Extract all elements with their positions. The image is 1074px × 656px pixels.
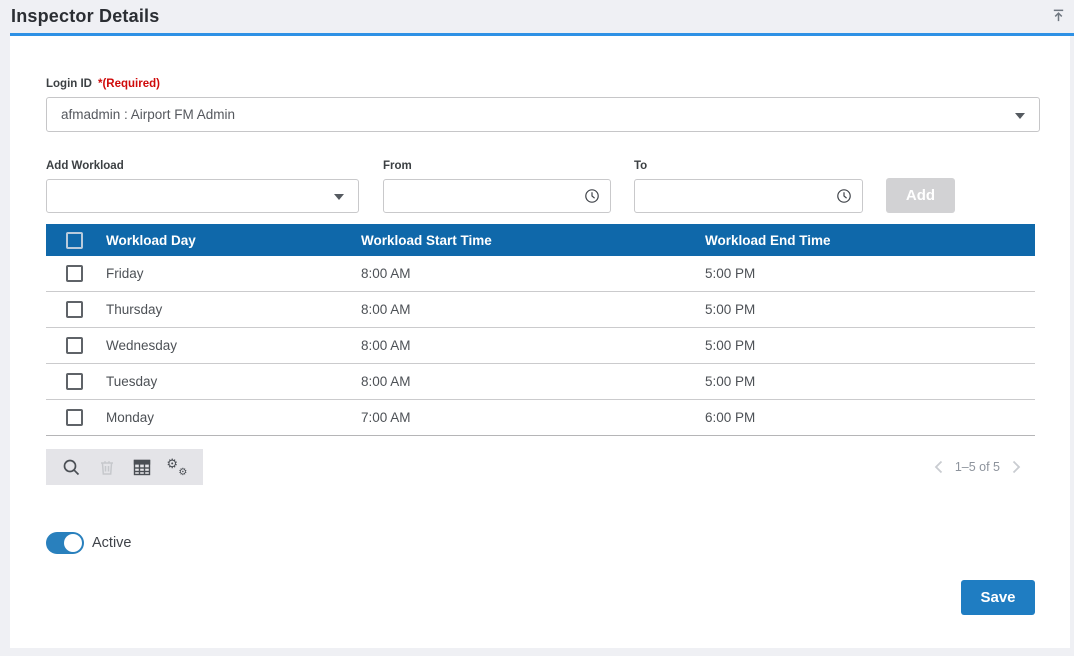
chevron-right-icon[interactable] <box>1012 460 1021 474</box>
chevron-left-icon[interactable] <box>934 460 943 474</box>
required-indicator: *(Required) <box>98 78 160 90</box>
to-time-field <box>634 179 863 213</box>
workload-end-cell: 5:00 PM <box>705 374 1035 389</box>
pagination: 1–5 of 5 <box>934 460 1035 474</box>
save-button[interactable]: Save <box>961 580 1035 615</box>
add-workload-controls: Add Workload From <box>46 160 1045 213</box>
row-checkbox[interactable] <box>66 265 83 282</box>
workload-start-cell: 8:00 AM <box>361 302 705 317</box>
table-toolbar: ⚙⚙ <box>46 449 203 485</box>
table-footer-bar: ⚙⚙ 1–5 of 5 <box>46 449 1035 485</box>
to-time-input[interactable] <box>635 180 862 212</box>
login-id-select[interactable]: afmadmin : Airport FM Admin <box>46 97 1040 132</box>
workload-end-cell: 5:00 PM <box>705 302 1035 317</box>
row-checkbox[interactable] <box>66 301 83 318</box>
pagination-label: 1–5 of 5 <box>955 460 1000 474</box>
panel-header: Inspector Details <box>0 0 1074 33</box>
row-checkbox[interactable] <box>66 373 83 390</box>
save-row: Save <box>46 580 1035 615</box>
login-id-label: Login ID <box>46 78 92 90</box>
login-label-row: Login ID *(Required) <box>46 36 1045 90</box>
workload-start-cell: 8:00 AM <box>361 266 705 281</box>
from-time-field <box>383 179 611 213</box>
add-button[interactable]: Add <box>886 178 955 213</box>
from-label: From <box>383 160 634 172</box>
workload-day-cell: Wednesday <box>106 338 361 353</box>
workload-start-cell: 8:00 AM <box>361 374 705 389</box>
workload-end-cell: 5:00 PM <box>705 338 1035 353</box>
add-workload-select[interactable] <box>46 179 359 213</box>
search-icon[interactable] <box>60 455 84 479</box>
workload-day-cell: Friday <box>106 266 361 281</box>
active-toggle[interactable] <box>46 532 84 554</box>
active-toggle-label: Active <box>92 535 132 551</box>
table-row: Monday 7:00 AM 6:00 PM <box>46 400 1035 436</box>
chevron-down-icon <box>1015 113 1025 119</box>
login-id-selected-value: afmadmin : Airport FM Admin <box>61 107 235 122</box>
inspector-details-panel: Login ID *(Required) afmadmin : Airport … <box>10 36 1070 648</box>
add-workload-label: Add Workload <box>46 160 383 172</box>
workload-start-cell: 8:00 AM <box>361 338 705 353</box>
page-title: Inspector Details <box>11 6 159 27</box>
table-row: Thursday 8:00 AM 5:00 PM <box>46 292 1035 328</box>
toggle-knob <box>64 534 82 552</box>
table-header-row: Workload Day Workload Start Time Workloa… <box>46 224 1035 256</box>
gears-icon[interactable]: ⚙⚙ <box>165 455 189 479</box>
collapse-up-icon <box>1051 8 1066 28</box>
from-time-input[interactable] <box>384 180 610 212</box>
select-all-checkbox[interactable] <box>66 232 83 249</box>
workload-table: Workload Day Workload Start Time Workloa… <box>46 224 1035 436</box>
column-header-workload-day: Workload Day <box>106 233 361 248</box>
row-checkbox[interactable] <box>66 409 83 426</box>
clock-icon[interactable] <box>836 188 852 209</box>
row-checkbox[interactable] <box>66 337 83 354</box>
workload-day-cell: Tuesday <box>106 374 361 389</box>
collapse-panel-button[interactable] <box>1048 8 1068 28</box>
trash-icon[interactable] <box>95 455 119 479</box>
workload-day-cell: Monday <box>106 410 361 425</box>
to-label: To <box>634 160 886 172</box>
table-row: Wednesday 8:00 AM 5:00 PM <box>46 328 1035 364</box>
column-header-workload-start-time: Workload Start Time <box>361 233 705 248</box>
clock-icon[interactable] <box>584 188 600 209</box>
table-row: Friday 8:00 AM 5:00 PM <box>46 256 1035 292</box>
active-toggle-row: Active <box>46 532 1045 554</box>
chevron-down-icon <box>334 194 344 200</box>
workload-end-cell: 6:00 PM <box>705 410 1035 425</box>
workload-end-cell: 5:00 PM <box>705 266 1035 281</box>
workload-start-cell: 7:00 AM <box>361 410 705 425</box>
table-row: Tuesday 8:00 AM 5:00 PM <box>46 364 1035 400</box>
table-grid-icon[interactable] <box>130 455 154 479</box>
workload-day-cell: Thursday <box>106 302 361 317</box>
column-header-workload-end-time: Workload End Time <box>705 233 1035 248</box>
